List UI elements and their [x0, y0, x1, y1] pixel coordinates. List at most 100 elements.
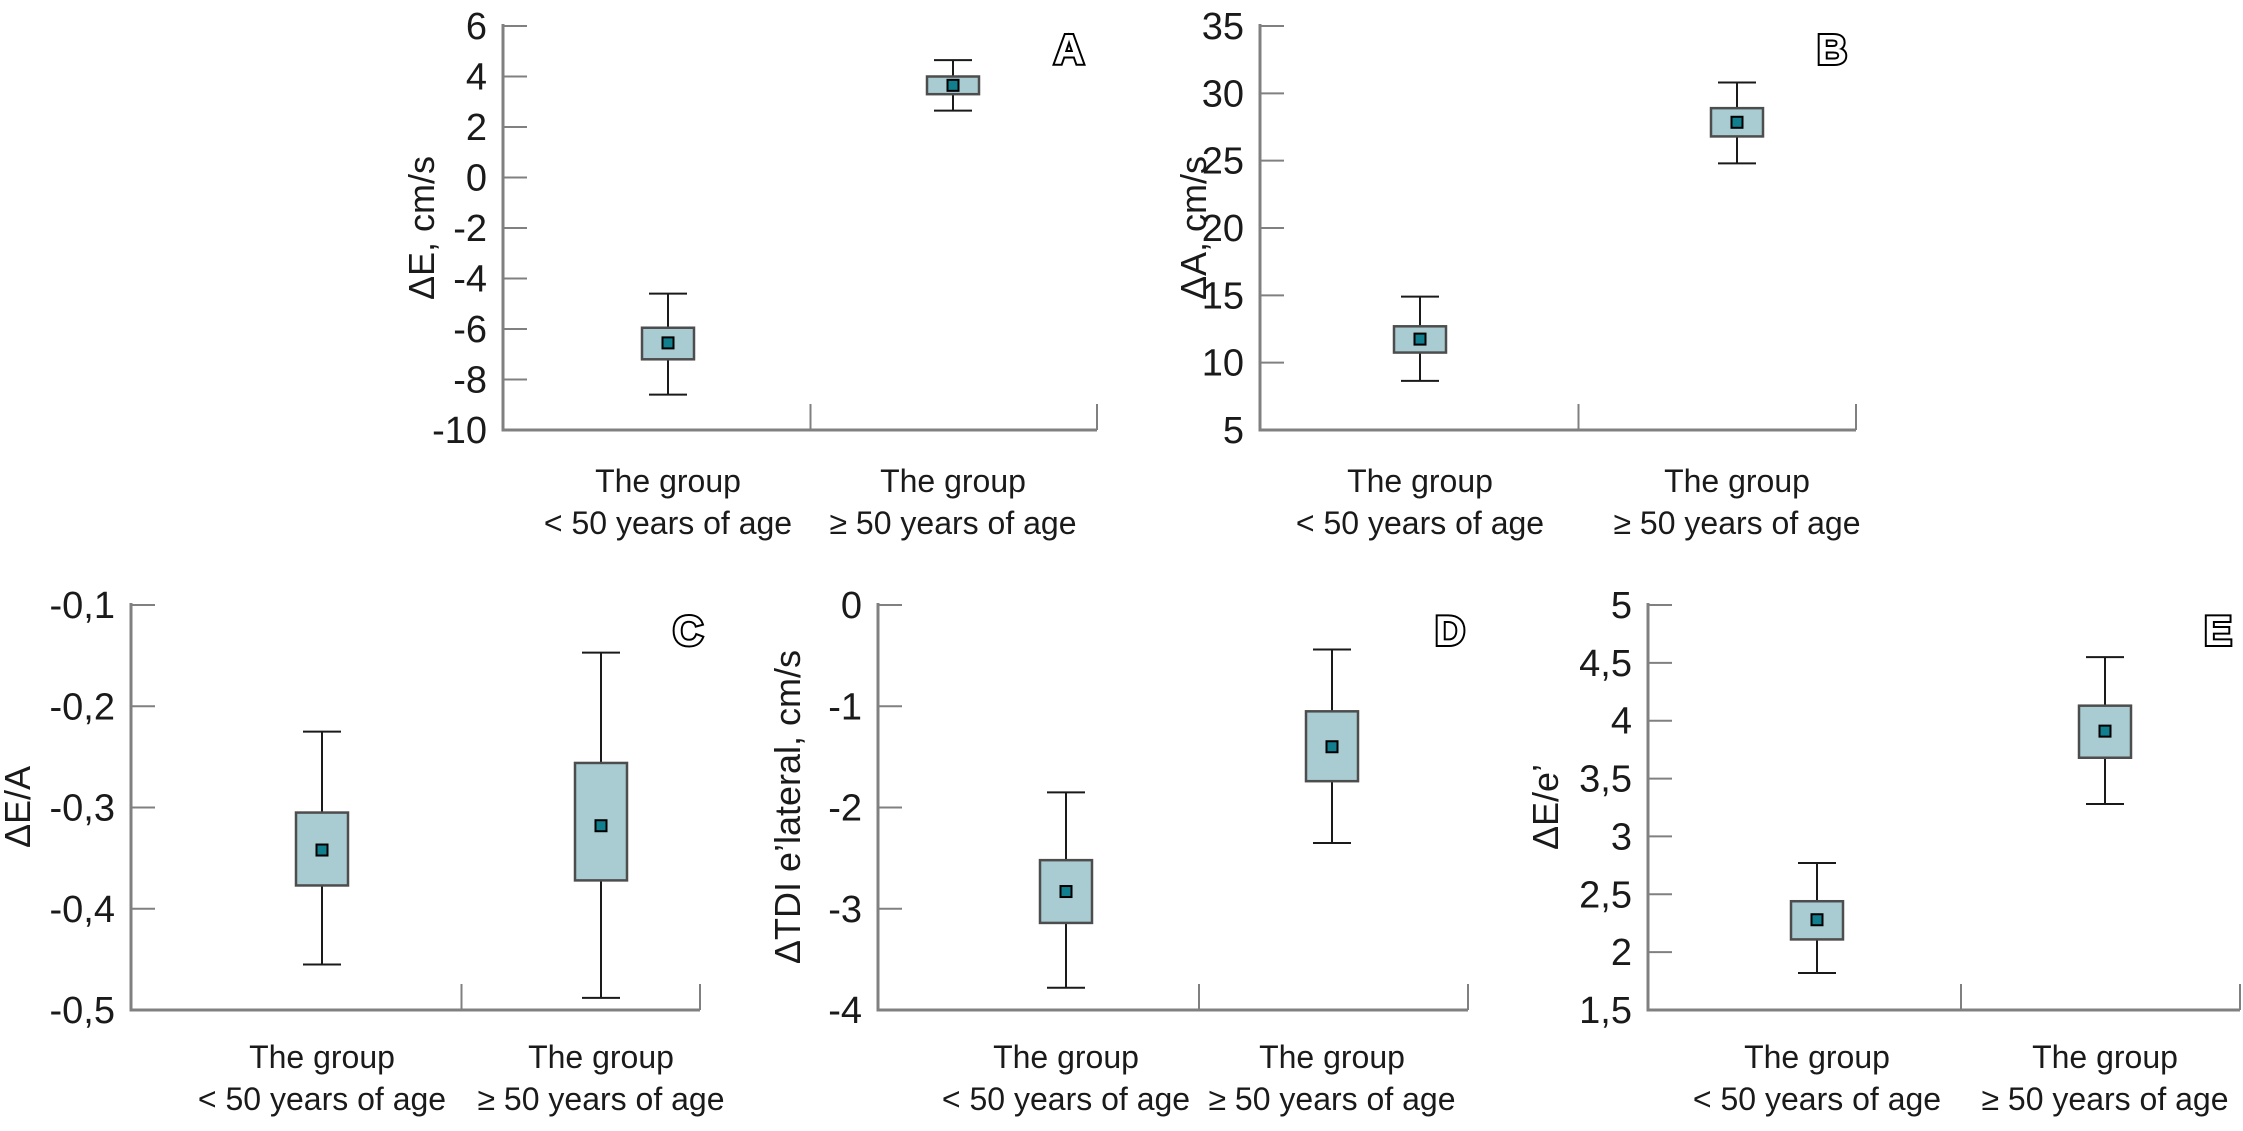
y-tick-label: -6	[453, 309, 487, 351]
panel-letter: C	[673, 607, 703, 654]
category-label: The group < 50 years of age	[1693, 1039, 1941, 1117]
y-axis-label: ΔE, cm/s	[401, 156, 442, 300]
panel-e: 5 4,5 4 3,5 3 2,5 2 1,5 ΔE/e’ E The group < 50 year…	[1525, 585, 2241, 1117]
boxplot-group-2	[2077, 656, 2133, 806]
category-label: The group ≥ 50 years of age	[1981, 1039, 2228, 1117]
y-axis-label: ΔE/A	[0, 766, 38, 848]
panel-letter: A	[1054, 26, 1084, 73]
category-label-line2: < 50 years of age	[1693, 1081, 1941, 1117]
y-tick-label: -4	[828, 990, 862, 1032]
category-label: The group < 50 years of age	[544, 463, 792, 541]
category-label: The group ≥ 50 years of age	[477, 1039, 724, 1117]
y-tick-label: 1,5	[1579, 990, 1632, 1032]
boxplot-group-1	[1789, 862, 1845, 974]
boxplot-group-1	[640, 292, 696, 396]
y-tick-label: -3	[828, 889, 862, 931]
y-tick-label: -8	[453, 360, 487, 402]
mean-marker	[594, 819, 608, 833]
category-label-line2: ≥ 50 years of age	[477, 1081, 724, 1117]
category-label: The group ≥ 50 years of age	[829, 463, 1076, 541]
y-tick-label: -1	[828, 686, 862, 728]
y-axis-label: ΔTDI e’lateral, cm/s	[767, 650, 808, 964]
category-label-line1: The group	[880, 463, 1026, 499]
y-tick-label: 3,5	[1579, 759, 1632, 801]
category-label-line1: The group	[1664, 463, 1810, 499]
boxplot-group-1	[294, 730, 350, 966]
y-tick-label: 35	[1202, 6, 1244, 48]
y-tick-label: 3	[1611, 816, 1632, 858]
panel-d: 0 -1 -2 -3 -4 ΔTDI e’lateral, cm/s D The group <…	[767, 585, 1469, 1117]
y-tick-label: -0,4	[50, 889, 115, 931]
y-tick-label: 30	[1202, 73, 1244, 115]
y-tick-label: 15	[1202, 275, 1244, 317]
y-axis-label: ΔE/e’	[1525, 764, 1566, 850]
panel-a: 6 4 2 0 -2 -4 -6 -8 -10 ΔE, cm/s A The group < 50 ye…	[401, 6, 1098, 541]
mean-marker	[661, 336, 675, 350]
mean-marker	[1730, 115, 1744, 129]
category-label: The group < 50 years of age	[942, 1039, 1190, 1117]
mean-marker	[1059, 885, 1073, 899]
y-tick-label: 6	[466, 6, 487, 48]
category-label: The group < 50 years of age	[1296, 463, 1544, 541]
y-tick-label: 0	[466, 158, 487, 200]
panel-letter: E	[2204, 607, 2232, 654]
y-tick-label: -4	[453, 259, 487, 301]
category-label-line2: ≥ 50 years of age	[1613, 505, 1860, 541]
y-tick-label: -2	[828, 788, 862, 830]
category-label-line1: The group	[2032, 1039, 2178, 1075]
y-tick-label: -0,1	[50, 585, 115, 627]
y-tick-label: -10	[432, 410, 487, 452]
boxplot-group-2	[573, 651, 629, 999]
category-label: The group ≥ 50 years of age	[1613, 463, 1860, 541]
category-label: The group < 50 years of age	[198, 1039, 446, 1117]
category-label-line1: The group	[528, 1039, 674, 1075]
y-tick-label: 5	[1611, 585, 1632, 627]
y-tick-label: 25	[1202, 141, 1244, 183]
panel-b: 35 30 25 20 15 10 5 ΔA, cm/s B The group < 50 year…	[1173, 6, 1861, 541]
boxplot-group-2	[1709, 81, 1765, 165]
boxplot-group-2	[925, 59, 981, 112]
y-tick-label: 4,5	[1579, 643, 1632, 685]
box-rect	[1304, 710, 1360, 783]
panel-letter: B	[1817, 26, 1847, 73]
y-tick-label: 2	[466, 107, 487, 149]
mean-marker	[946, 78, 960, 92]
category-label-line2: < 50 years of age	[544, 505, 792, 541]
y-tick-label: 5	[1223, 410, 1244, 452]
y-tick-label: 0	[841, 585, 862, 627]
category-label-line2: ≥ 50 years of age	[1208, 1081, 1455, 1117]
category-label: The group ≥ 50 years of age	[1208, 1039, 1455, 1117]
category-label-line2: < 50 years of age	[942, 1081, 1190, 1117]
y-axis-label: ΔA, cm/s	[1173, 156, 1214, 300]
category-label-line1: The group	[1259, 1039, 1405, 1075]
category-label-line2: ≥ 50 years of age	[829, 505, 1076, 541]
y-tick-label: -0,5	[50, 990, 115, 1032]
category-label-line1: The group	[249, 1039, 395, 1075]
category-label-line2: < 50 years of age	[198, 1081, 446, 1117]
y-tick-label: -0,3	[50, 788, 115, 830]
y-tick-label: -0,2	[50, 686, 115, 728]
y-tick-label: 4	[1611, 701, 1632, 743]
category-label-line1: The group	[1744, 1039, 1890, 1075]
mean-marker	[2098, 724, 2112, 738]
y-tick-label: 20	[1202, 208, 1244, 250]
y-tick-label: 4	[466, 57, 487, 99]
panel-letter: D	[1435, 607, 1465, 654]
category-label-line1: The group	[595, 463, 741, 499]
panel-c: -0,1 -0,2 -0,3 -0,4 -0,5 ΔE/A C The group < 50 y…	[0, 585, 725, 1117]
category-label-line1: The group	[1347, 463, 1493, 499]
mean-marker	[1325, 740, 1339, 754]
y-tick-label: 10	[1202, 343, 1244, 385]
category-label-line1: The group	[993, 1039, 1139, 1075]
category-label-line2: < 50 years of age	[1296, 505, 1544, 541]
y-tick-label: 2,5	[1579, 874, 1632, 916]
mean-marker	[315, 843, 329, 857]
boxplot-group-1	[1392, 295, 1448, 382]
boxplot-group-2	[1304, 648, 1360, 844]
mean-marker	[1810, 913, 1824, 927]
y-tick-label: -2	[453, 208, 487, 250]
boxplot-group-1	[1038, 791, 1094, 989]
category-label-line2: ≥ 50 years of age	[1981, 1081, 2228, 1117]
